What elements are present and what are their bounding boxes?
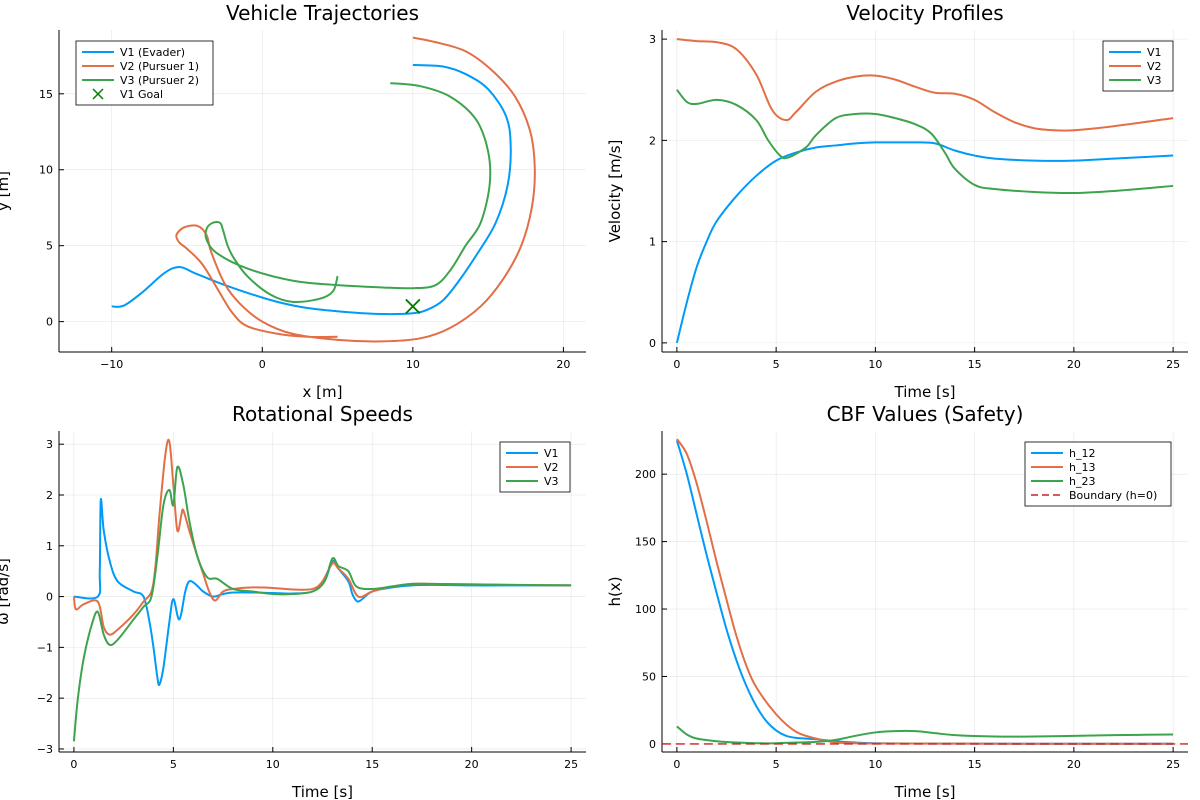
series-line-1 [111, 63, 512, 316]
legend-label: h_23 [1069, 475, 1095, 488]
legend-label: V3 [544, 475, 559, 488]
chart-title: Rotational Speeds [232, 402, 413, 426]
legend-marker [92, 88, 104, 100]
x-tick-label: 25 [1166, 758, 1180, 771]
legend-label: V2 [1147, 60, 1162, 73]
series-line-3 [72, 465, 572, 742]
x-axis-label: Time [s] [894, 783, 956, 800]
y-tick-label: 150 [635, 536, 656, 549]
x-axis-label: x [m] [303, 383, 343, 401]
legend-label: Boundary (h=0) [1069, 489, 1157, 502]
y-tick-label: 0 [46, 316, 53, 329]
x-tick-label: 0 [673, 758, 680, 771]
y-axis-label: Velocity [m/s] [606, 140, 624, 243]
series-line-2 [72, 438, 572, 636]
y-tick-label: 3 [649, 33, 656, 46]
legend-label: h_12 [1069, 447, 1095, 460]
series-line-2 [175, 36, 536, 343]
chart-panel-4: CBF Values (Safety) 0 5 10 15 20 25 0 50 100 150 20… [606, 402, 1188, 800]
y-axis-label: h(x) [606, 576, 624, 606]
series-group [662, 438, 1188, 745]
x-tick-label: 10 [406, 358, 420, 371]
chart-panel-3: Rotational Speeds 0 5 10 15 20 25 −3 −2 −1 0 1 2 3 Tim… [0, 402, 586, 800]
x-tick-label: 20 [1067, 358, 1081, 371]
x-tick-label: 10 [868, 358, 882, 371]
y-tick-label: −2 [37, 692, 53, 705]
series-line-3 [676, 89, 1174, 195]
y-tick-label: 0 [649, 337, 656, 350]
x-tick-label: 20 [465, 758, 479, 771]
legend-label: V2 [544, 461, 559, 474]
series-group [675, 38, 1174, 344]
x-tick-label: 5 [773, 358, 780, 371]
x-tick-label: 5 [773, 758, 780, 771]
y-tick-label: 3 [46, 438, 53, 451]
goal-marker [405, 298, 421, 315]
y-axis-label: ω [rad/s] [0, 558, 12, 625]
series-group [72, 438, 572, 742]
legend-label: V1 (Evader) [120, 46, 185, 59]
legend-label: V3 (Pursuer 2) [120, 74, 199, 87]
legend: V1 (Evader)V2 (Pursuer 1)V3 (Pursuer 2)V… [75, 40, 214, 106]
legend-label: V1 [1147, 46, 1162, 59]
legend-label: V1 [544, 447, 559, 460]
x-tick-label: 0 [673, 358, 680, 371]
y-tick-label: 2 [649, 134, 656, 147]
x-tick-label: 25 [1166, 358, 1180, 371]
series-line-1 [73, 498, 572, 686]
x-tick-label: −10 [100, 358, 123, 371]
x-axis-label: Time [s] [894, 383, 956, 401]
x-tick-label: 25 [564, 758, 578, 771]
chart-panel-2: Velocity Profiles 0 5 10 15 20 25 0 1 2 3 Time [s] V… [606, 1, 1188, 401]
series-group [111, 36, 536, 343]
legend-label: V3 [1147, 74, 1162, 87]
x-tick-label: 20 [1067, 758, 1081, 771]
series-line-3 [676, 725, 1174, 745]
y-tick-label: 200 [635, 468, 656, 481]
y-tick-label: 1 [46, 540, 53, 553]
chart-panel-1: Vehicle Trajectories −10 0 10 20 0 5 10 15 x [m] y… [0, 1, 586, 401]
chart-title: Velocity Profiles [846, 1, 1003, 25]
chart-title: Vehicle Trajectories [226, 1, 419, 25]
x-tick-label: 10 [868, 758, 882, 771]
legend-label: V1 Goal [120, 88, 163, 101]
x-tick-label: 20 [556, 358, 570, 371]
series-line-2 [676, 438, 1174, 745]
legend-label: V2 (Pursuer 1) [120, 60, 199, 73]
y-tick-label: 0 [46, 591, 53, 604]
y-tick-label: 10 [39, 164, 53, 177]
x-tick-label: 15 [968, 358, 982, 371]
legend-label: h_13 [1069, 461, 1095, 474]
y-axis-label: y [m] [0, 171, 12, 211]
y-tick-label: 0 [649, 738, 656, 751]
y-tick-label: 2 [46, 489, 53, 502]
y-tick-label: 5 [46, 240, 53, 253]
series-line-1 [675, 141, 1174, 344]
y-tick-label: 1 [649, 236, 656, 249]
chart-title: CBF Values (Safety) [827, 402, 1024, 426]
x-tick-label: 15 [968, 758, 982, 771]
series-line-3 [204, 82, 492, 304]
y-tick-label: 100 [635, 603, 656, 616]
y-tick-label: −3 [37, 743, 53, 756]
x-tick-label: 0 [259, 358, 266, 371]
y-tick-label: −1 [37, 641, 53, 654]
x-tick-label: 5 [170, 758, 177, 771]
x-tick-label: 10 [266, 758, 280, 771]
x-axis-label: Time [s] [291, 783, 353, 800]
y-tick-label: 50 [642, 670, 656, 683]
y-tick-label: 15 [39, 88, 53, 101]
x-tick-label: 0 [70, 758, 77, 771]
x-tick-label: 15 [365, 758, 379, 771]
series-line-2 [676, 38, 1174, 132]
